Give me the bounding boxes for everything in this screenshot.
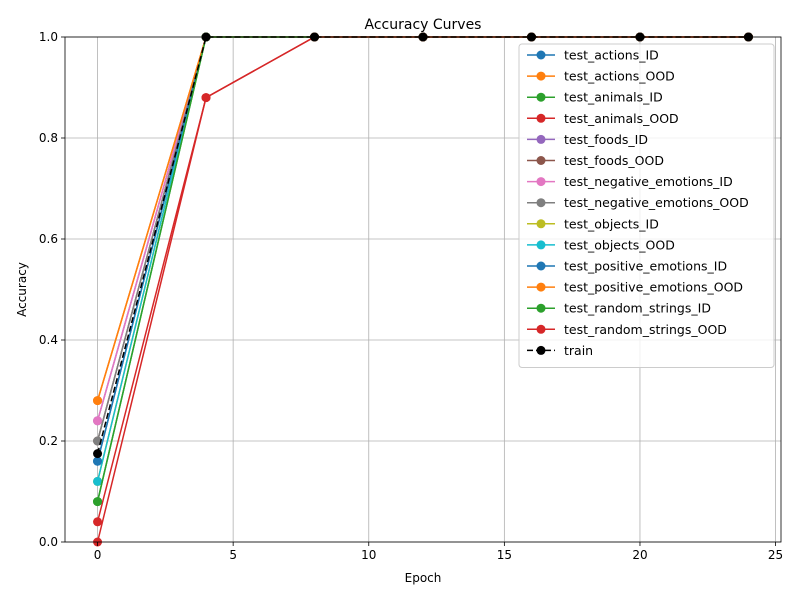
- legend-marker: [536, 134, 546, 144]
- legend-marker: [536, 282, 546, 292]
- legend-label: train: [564, 343, 593, 358]
- x-tick-label: 5: [229, 548, 237, 562]
- legend-item: test_foods_ID: [527, 132, 648, 147]
- x-tick-label: 10: [361, 548, 376, 562]
- legend-label: test_foods_ID: [564, 132, 648, 147]
- legend-marker: [536, 261, 546, 271]
- legend-label: test_foods_OOD: [564, 153, 664, 168]
- y-tick-label: 1.0: [39, 30, 58, 44]
- legend-label: test_actions_ID: [564, 48, 659, 63]
- legend-label: test_animals_ID: [564, 90, 663, 105]
- legend-marker: [536, 345, 546, 355]
- y-tick-label: 0.6: [39, 232, 58, 246]
- y-tick-label: 0.8: [39, 131, 58, 145]
- x-tick-label: 20: [632, 548, 647, 562]
- legend-marker: [536, 177, 546, 187]
- legend: test_actions_ID test_actions_OOD test_anim…: [518, 43, 775, 368]
- legend-marker: [536, 324, 546, 334]
- legend-item: train: [527, 343, 593, 358]
- legend-label: test_negative_emotions_OOD: [564, 195, 749, 210]
- y-tick-label: 0.2: [39, 434, 58, 448]
- legend-item: test_foods_OOD: [527, 153, 664, 168]
- legend-label: test_random_strings_OOD: [564, 322, 727, 337]
- legend-marker: [536, 71, 546, 81]
- legend-marker: [536, 50, 546, 60]
- data-point: [93, 396, 103, 406]
- data-point: [93, 476, 103, 486]
- legend-item: test_actions_OOD: [527, 69, 675, 84]
- legend-label: test_objects_OOD: [564, 237, 675, 252]
- legend-marker: [536, 219, 546, 229]
- data-point: [93, 497, 103, 507]
- data-point: [201, 93, 211, 103]
- axis-ticks: 0 5 10 15 20 25 0.0 0.2 0.4 0.6 0.8 1.0: [39, 30, 783, 562]
- legend-marker: [536, 240, 546, 250]
- data-point: [93, 456, 103, 466]
- chart-title: Accuracy Curves: [365, 17, 482, 33]
- legend-item: test_negative_emotions_ID: [527, 174, 733, 189]
- legend-label: test_negative_emotions_ID: [564, 174, 733, 189]
- legend-label: test_positive_emotions_ID: [564, 259, 727, 274]
- legend-marker: [536, 92, 546, 102]
- legend-item: test_positive_emotions_ID: [527, 259, 727, 274]
- legend-label: test_random_strings_ID: [564, 301, 711, 316]
- legend-label: test_actions_OOD: [564, 69, 675, 84]
- legend-marker: [536, 303, 546, 313]
- legend-item: test_random_strings_OOD: [527, 322, 727, 337]
- legend-item: test_animals_ID: [527, 90, 663, 105]
- legend-marker: [536, 113, 546, 123]
- legend-marker: [536, 198, 546, 208]
- y-tick-label: 0.4: [39, 333, 58, 347]
- legend-item: test_animals_OOD: [527, 111, 679, 126]
- legend-item: test_random_strings_ID: [527, 301, 711, 316]
- legend-label: test_animals_OOD: [564, 111, 679, 126]
- x-tick-label: 25: [768, 548, 783, 562]
- legend-item: test_negative_emotions_OOD: [527, 195, 749, 210]
- plot-frame: [64, 36, 782, 543]
- legend-box: [518, 43, 775, 368]
- x-axis-label: Epoch: [405, 571, 442, 585]
- x-tick-label: 0: [94, 548, 102, 562]
- y-axis-label: Accuracy: [15, 262, 29, 317]
- legend-label: test_positive_emotions_OOD: [564, 280, 743, 295]
- data-point: [93, 517, 103, 527]
- legend-item: test_actions_ID: [527, 48, 659, 63]
- y-tick-label: 0.0: [39, 535, 58, 549]
- legend-marker: [536, 156, 546, 165]
- legend-item: test_objects_OOD: [527, 237, 675, 252]
- legend-item: test_objects_ID: [527, 216, 659, 231]
- legend-item: test_positive_emotions_OOD: [527, 280, 743, 295]
- data-point: [93, 416, 103, 426]
- legend-label: test_objects_ID: [564, 216, 659, 231]
- data-point: [93, 449, 103, 459]
- x-tick-label: 15: [497, 548, 512, 562]
